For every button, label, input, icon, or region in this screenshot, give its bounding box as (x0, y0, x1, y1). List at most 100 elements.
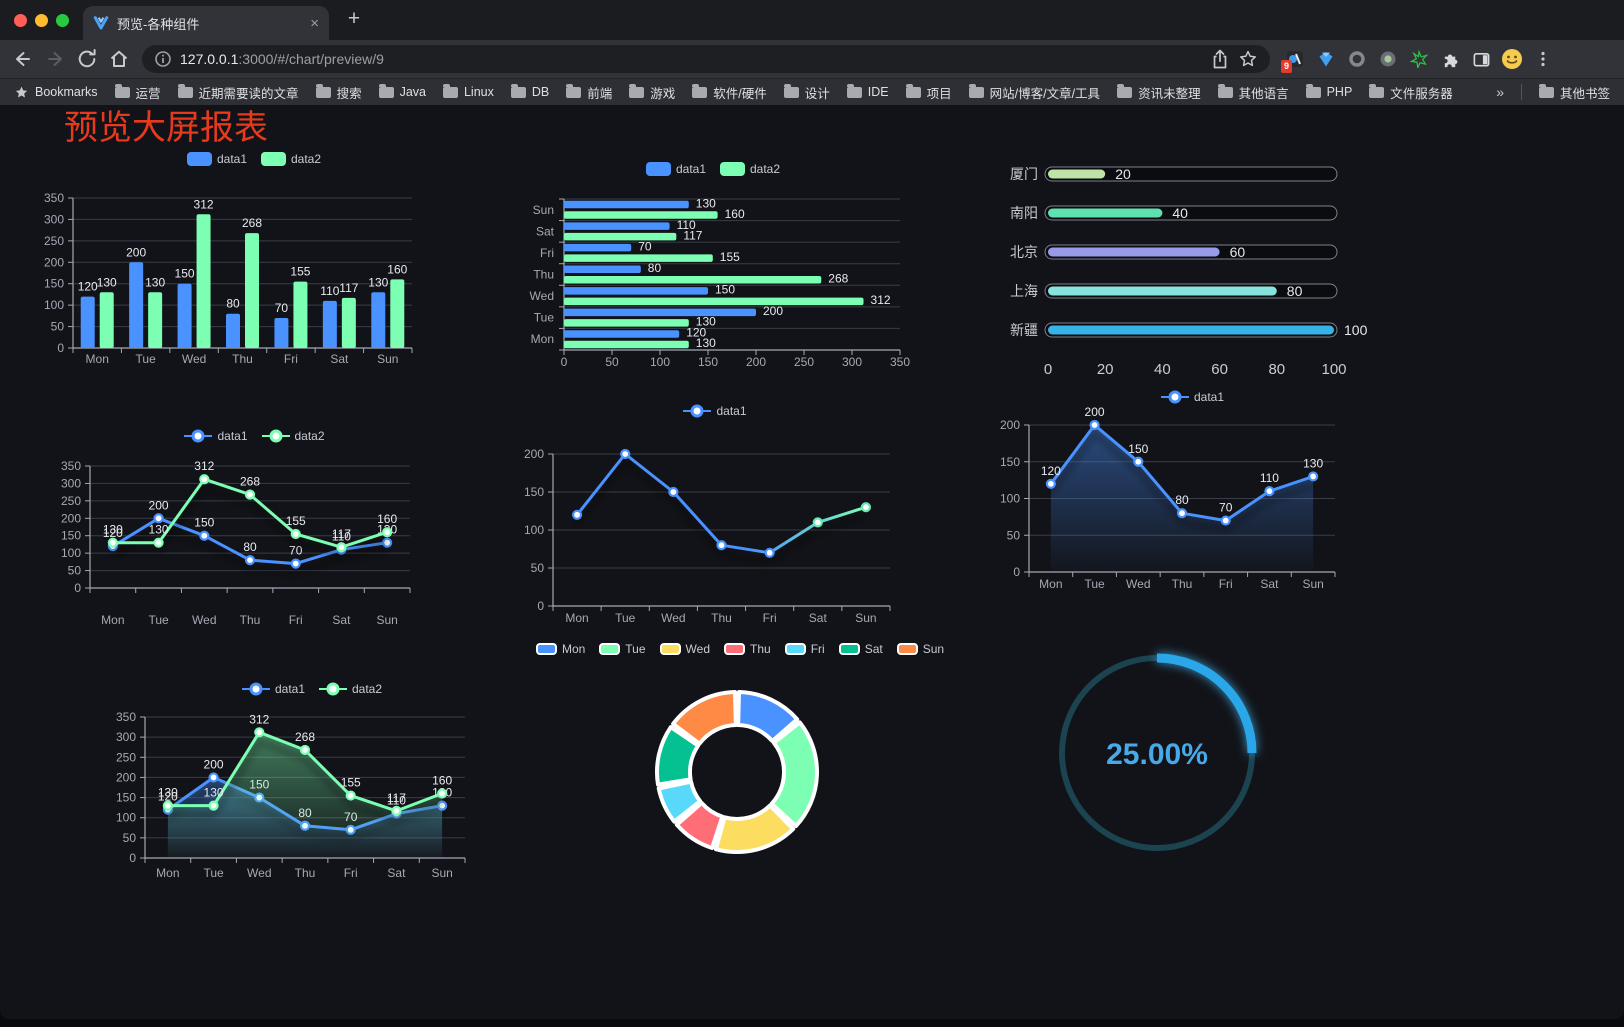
profile-avatar[interactable] (1501, 48, 1523, 70)
legend-item-data2[interactable]: data2 (261, 152, 321, 166)
extension-star-icon[interactable] (1408, 48, 1430, 70)
forward-button[interactable] (40, 44, 70, 74)
bookmark-folder[interactable]: 运营 (114, 83, 161, 102)
legend-item-data1[interactable]: data1 (241, 682, 305, 696)
svg-text:120: 120 (1041, 464, 1061, 478)
reload-button[interactable] (72, 44, 102, 74)
extension-pin-icon[interactable]: 9 (1281, 48, 1306, 73)
bookmark-folder[interactable]: 资讯未整理 (1117, 83, 1201, 102)
chart-bar-grouped[interactable]: data1 data2 0 50 100 150 200 250 300 350 Mon Tue Wed… (40, 148, 468, 366)
legend-item-data1[interactable]: data1 (645, 162, 706, 176)
svg-text:0: 0 (57, 341, 64, 355)
browser-toolbar: 127.0.0.1:3000/#/chart/preview/9 9 (0, 40, 1624, 78)
svg-text:80: 80 (1175, 493, 1189, 507)
legend-item-Fri[interactable]: Fri (784, 642, 825, 656)
bookmark-folder[interactable]: 其他语言 (1217, 83, 1289, 102)
svg-text:110: 110 (320, 284, 339, 298)
legend-item-Wed[interactable]: Wed (659, 642, 710, 656)
chart-progress-bars[interactable]: 厦门 20 南阳 40 北京 60 上海 80 新疆 100 0 20 40 60 80 100 (990, 150, 1402, 385)
legend-item-data1[interactable]: data1 (1160, 390, 1224, 404)
bookmark-folder[interactable]: 游戏 (629, 83, 675, 102)
svg-text:200: 200 (763, 304, 783, 318)
bookmark-folder[interactable]: Linux (442, 83, 494, 99)
zoom-window-button[interactable] (56, 13, 69, 27)
bookmarks-manager-item[interactable]: Bookmarks (14, 85, 98, 100)
folder-icon (315, 83, 331, 98)
svg-text:350: 350 (116, 710, 136, 724)
share-icon[interactable] (1210, 48, 1230, 70)
other-bookmarks-folder[interactable]: 其他书签 (1538, 83, 1610, 102)
bookmark-folder[interactable]: 项目 (905, 83, 952, 102)
legend-item-Sun[interactable]: Sun (896, 642, 944, 656)
tab-close-icon[interactable]: × (310, 14, 319, 32)
bookmark-folder[interactable]: PHP (1305, 83, 1352, 99)
svg-text:Thu: Thu (711, 611, 732, 625)
svg-text:80: 80 (243, 540, 257, 554)
extensions-puzzle-icon[interactable] (1439, 48, 1461, 70)
close-window-button[interactable] (14, 13, 27, 27)
svg-text:Sun: Sun (855, 611, 876, 625)
bookmark-folder[interactable]: 设计 (783, 83, 830, 102)
legend-item-Thu[interactable]: Thu (724, 642, 771, 656)
legend-item-Tue[interactable]: Tue (599, 642, 646, 656)
svg-text:Thu: Thu (240, 613, 261, 627)
chart-gauge[interactable]: 25.00% (1054, 650, 1260, 856)
chart-area-two-series[interactable]: data1 data2 0 50 100 150 200 250 300 350 Mon Tue Wed… (97, 672, 527, 887)
page-info-icon[interactable] (154, 50, 172, 68)
bookmark-folder[interactable]: 文件服务器 (1369, 83, 1453, 102)
bookmark-folder[interactable]: 网站/博客/文章/工具 (968, 83, 1100, 102)
svg-text:110: 110 (1260, 471, 1279, 485)
bookmark-folder[interactable]: 前端 (566, 83, 612, 102)
new-tab-button[interactable]: + (347, 7, 361, 30)
bookmark-folder[interactable]: 软件/硬件 (692, 83, 767, 102)
chart-bar-horizontal[interactable]: data1 data2 0 50 100 150 200 250 300 350 Mon Tue Wed… (498, 150, 928, 370)
bookmark-folder[interactable]: IDE (846, 83, 889, 99)
minimize-window-button[interactable] (35, 13, 48, 27)
svg-text:Wed: Wed (192, 613, 216, 627)
svg-text:Tue: Tue (203, 866, 224, 880)
svg-text:Fri: Fri (284, 352, 298, 366)
legend-item-data2[interactable]: data2 (720, 162, 780, 176)
extension-gem-icon[interactable] (1315, 48, 1337, 70)
legend-item-Mon[interactable]: Mon (535, 642, 585, 656)
legend-item-data1[interactable]: data1 (683, 404, 747, 418)
menu-dots-icon[interactable] (1532, 48, 1554, 70)
svg-text:120: 120 (686, 326, 706, 340)
svg-text:130: 130 (368, 275, 388, 289)
url-bar[interactable]: 127.0.0.1:3000/#/chart/preview/9 (142, 45, 1270, 73)
bookmark-folder[interactable]: 近期需要读的文章 (177, 83, 299, 102)
extension-dot-icon[interactable] (1377, 48, 1399, 70)
side-panel-icon[interactable] (1470, 48, 1492, 70)
back-button[interactable] (8, 44, 38, 74)
bookmark-folder[interactable]: DB (510, 83, 549, 99)
svg-text:50: 50 (123, 831, 137, 845)
browser-tab[interactable]: 预览-各种组件 × (83, 6, 329, 40)
legend-item-data1[interactable]: data1 (184, 429, 248, 443)
bookmark-star-icon[interactable] (1238, 49, 1258, 69)
chart-area-single[interactable]: data1 0 50 100 150 200 Mon Tue Wed Thu Fri Sat Sun 12… (985, 388, 1400, 596)
tab-strip: 预览-各种组件 × + (0, 0, 1624, 40)
bookmarks-overflow-chevron[interactable]: » (1496, 84, 1504, 100)
chart-line-gradient[interactable]: data1 0 50 100 150 200 Mon Tue Wed Thu Fri Sat Sun (505, 396, 925, 628)
legend-item-Sat[interactable]: Sat (838, 642, 883, 656)
bookmark-folder[interactable]: 搜索 (315, 83, 362, 102)
svg-text:160: 160 (387, 262, 407, 276)
svg-text:Thu: Thu (533, 268, 554, 282)
legend-marker-icon (896, 643, 918, 655)
legend-item-data1[interactable]: data1 (186, 152, 247, 166)
legend-marker-icon (319, 682, 347, 696)
legend-item-data2[interactable]: data2 (319, 682, 382, 696)
svg-text:130: 130 (97, 275, 117, 289)
extension-knot-icon[interactable] (1346, 48, 1368, 70)
svg-text:70: 70 (289, 544, 303, 558)
chart-donut[interactable]: Mon Tue Wed Thu Fri Sat Sun (535, 640, 944, 888)
bookmark-folder[interactable]: Java (378, 83, 426, 99)
chart-line-two-series[interactable]: data1 data2 0 50 100 150 200 250 300 350 Mon Tue Wed… (42, 425, 467, 637)
legend-item-data2[interactable]: data2 (261, 429, 325, 443)
home-button[interactable] (104, 44, 134, 74)
svg-text:130: 130 (149, 523, 169, 537)
svg-text:北京: 北京 (1010, 244, 1038, 260)
folder-icon (177, 83, 193, 98)
svg-text:268: 268 (295, 730, 315, 744)
svg-text:Wed: Wed (661, 611, 685, 625)
